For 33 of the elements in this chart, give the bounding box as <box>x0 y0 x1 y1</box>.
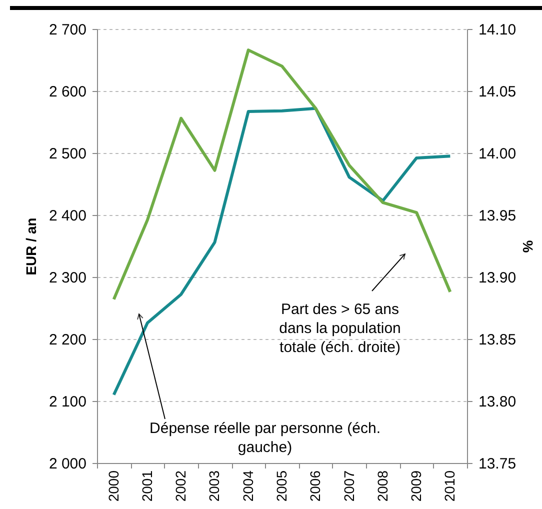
y-tick-label: 2 500 <box>48 146 86 162</box>
y-axis-title: EUR / an <box>22 218 39 276</box>
x-tick-label: 2009 <box>408 470 424 502</box>
x-tick-label: 2003 <box>206 470 222 502</box>
x-tick-label: 2005 <box>274 470 290 502</box>
x-tick-label: 2007 <box>340 470 357 502</box>
line-series <box>112 106 452 396</box>
y2-tick-label: 13.85 <box>478 332 516 348</box>
y-tick-label: 2 700 <box>48 22 86 38</box>
x-tick-label: 2000 <box>105 470 122 502</box>
y2-tick-label: 13.95 <box>478 208 516 224</box>
y-tick-label: 2 600 <box>48 84 86 100</box>
x-tick-label: 2004 <box>240 470 256 502</box>
y2-tick-label: 14.00 <box>478 146 516 162</box>
x-tick-label: 2008 <box>374 470 390 502</box>
y2-tick-label: 13.75 <box>478 456 516 472</box>
y-tick-label: 2 000 <box>48 456 86 472</box>
annotation: Dépense réelle par personne (éch. gauche) <box>150 420 380 456</box>
y-tick-label: 2 100 <box>48 394 86 410</box>
x-tick-label: 2002 <box>172 470 189 502</box>
y2-tick-label: 13.80 <box>478 394 516 410</box>
x-tick-label: 2010 <box>442 470 458 502</box>
y-tick-label: 2 200 <box>48 332 86 348</box>
x-tick-label: 2001 <box>138 470 155 502</box>
y2-tick-label: 14.10 <box>478 22 516 38</box>
line-series <box>112 48 452 301</box>
y-tick-label: 2 300 <box>48 270 86 286</box>
annotation: Part des > 65 ans dans la population totale (éch. droite) <box>279 301 401 356</box>
y2-axis-title: % <box>520 240 536 254</box>
y-tick-label: 2 400 <box>48 208 86 224</box>
y2-tick-label: 13.90 <box>478 270 516 286</box>
y2-tick-label: 14.05 <box>478 84 516 100</box>
x-tick-label: 2006 <box>307 470 324 502</box>
